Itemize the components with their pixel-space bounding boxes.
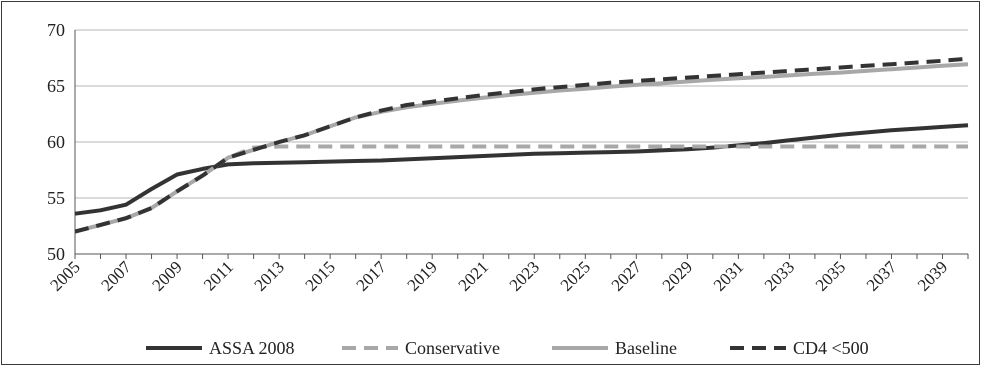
- x-tick-label: 2029: [659, 257, 696, 294]
- x-tick-label: 2021: [455, 257, 492, 294]
- x-tick-label: 2015: [301, 257, 338, 294]
- series-line-cd4-500: [74, 56, 969, 234]
- x-tick-label: 2033: [761, 257, 798, 294]
- legend-item: CD4 <500: [730, 338, 869, 358]
- legend-item: ASSA 2008: [146, 338, 295, 358]
- legend-label: CD4 <500: [793, 338, 869, 358]
- x-axis-ticks: 2005 2007 2009 2011 2013 2015 2017 2019 2021 2023…: [46, 257, 951, 295]
- x-tick-label: 2023: [506, 257, 543, 294]
- legend-label: Baseline: [615, 338, 677, 358]
- legend-item: Conservative: [342, 338, 500, 358]
- legend-label: ASSA 2008: [209, 338, 295, 358]
- y-tick-label: 65: [47, 76, 65, 96]
- x-tick-label: 2031: [710, 257, 747, 294]
- series-line-conservative: [74, 144, 968, 234]
- x-tick-label: 2009: [148, 257, 185, 294]
- x-tick-label: 2013: [250, 257, 287, 294]
- y-tick-label: 60: [47, 132, 65, 152]
- x-tick-label: 2039: [914, 257, 951, 294]
- series-lines: [74, 56, 969, 234]
- x-tick-label: 2011: [200, 257, 237, 294]
- axes: [74, 30, 969, 259]
- x-tick-label: 2007: [97, 257, 135, 295]
- x-tick-label: 2019: [404, 257, 441, 294]
- legend: ASSA 2008 Conservative Baseline CD4 <500: [146, 338, 869, 358]
- y-tick-label: 50: [47, 244, 65, 264]
- x-tick-label: 2027: [608, 257, 646, 295]
- gridlines: [75, 29, 968, 199]
- x-tick-label: 2037: [863, 257, 901, 295]
- x-tick-label: 2035: [812, 257, 849, 294]
- y-axis-ticks: 50 55 60 65 70: [47, 20, 65, 264]
- legend-item: Baseline: [552, 338, 677, 358]
- x-tick-label: 2025: [557, 257, 594, 294]
- y-tick-label: 55: [47, 188, 65, 208]
- x-tick-label: 2017: [353, 257, 391, 295]
- y-tick-label: 70: [47, 20, 65, 40]
- legend-label: Conservative: [405, 338, 500, 358]
- series-line-assa-2008: [74, 123, 969, 216]
